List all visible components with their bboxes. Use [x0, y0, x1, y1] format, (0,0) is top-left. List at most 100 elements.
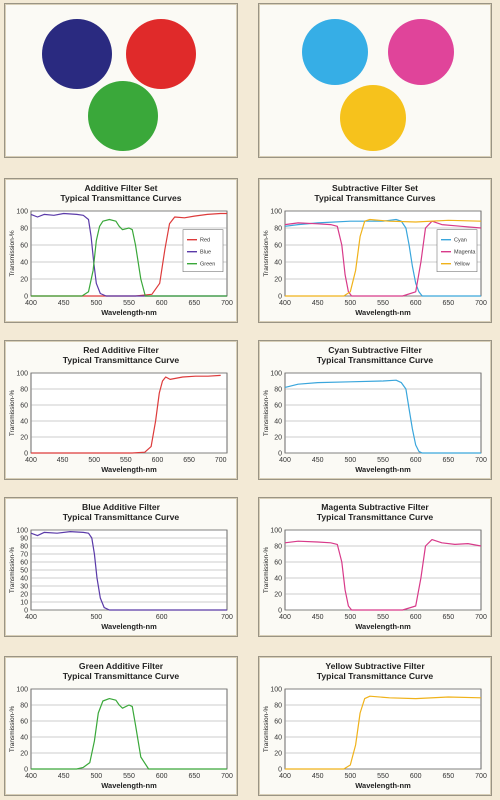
chart-5-ytick-label: 60	[274, 560, 282, 567]
chart-1-ylabel: Transmission-%	[263, 230, 270, 277]
additive-swatch-svg	[42, 19, 196, 151]
chart-1-xtick-label: 650	[442, 300, 454, 307]
chart-2-title: Red Additive Filter	[83, 345, 159, 355]
chart-1-xtick-label: 700	[475, 300, 487, 307]
chart-1-xtick-label: 400	[279, 300, 291, 307]
chart-3-xtick-label: 400	[279, 457, 291, 464]
chart-4-series-line-0	[30, 530, 227, 611]
chart-7-ytick-label: 60	[274, 719, 282, 726]
chart-1-ytick-label: 20	[274, 277, 282, 284]
chart-7-series-line-0	[285, 695, 482, 770]
chart-7-xtick-label: 650	[442, 773, 454, 780]
chart-7-xtick-label: 700	[475, 773, 487, 780]
chart-2-ytick-label: 0	[24, 451, 28, 458]
chart-panel-subtractive-set: Subtractive Filter Set Typical Transmitta…	[258, 178, 492, 323]
chart-2-ytick-label: 20	[20, 435, 28, 442]
chart-0-legend-box	[182, 229, 224, 273]
chart-0-ytick-label: 0	[24, 294, 28, 301]
chart-6-xtick-label: 600	[156, 773, 168, 780]
chart-7-ytick-label: 100	[270, 687, 282, 694]
chart-3-xtick-label: 600	[410, 457, 422, 464]
chart-3-title: Cyan Subtractive Filter	[328, 345, 422, 355]
chart-1-series-line-yellow	[285, 218, 482, 297]
chart-4-xtick-label: 700	[221, 614, 233, 621]
chart-4-subtitle: Typical Transmittance Curve	[63, 512, 180, 522]
chart-4-ytick-label: 60	[20, 560, 28, 567]
chart-7-xtick-label: 450	[312, 773, 324, 780]
chart-6-ytick-label: 0	[24, 767, 28, 774]
chart-5-xtick-label: 450	[312, 614, 324, 621]
chart-0-ytick-label: 100	[16, 209, 28, 216]
chart-1-series-line-magenta	[284, 220, 482, 297]
chart-1-title: Subtractive Filter Set	[332, 183, 418, 193]
chart-7-ytick-label: 80	[274, 703, 282, 710]
chart-3-ytick-label: 40	[274, 419, 282, 426]
chart-6-xtick-label: 400	[25, 773, 37, 780]
chart-6-ylabel: Transmission-%	[9, 706, 16, 753]
chart-2-xtick-label: 550	[120, 457, 132, 464]
chart-5-xtick-label: 600	[410, 614, 422, 621]
chart-7-ylabel: Transmission-%	[263, 706, 270, 753]
chart-panel-cyan-subtractive: Cyan Subtractive Filter Typical Transmitt…	[258, 340, 492, 480]
chart-5-ytick-label: 80	[274, 544, 282, 551]
chart-2-plot-area	[30, 372, 228, 454]
chart-4-ytick-label: 70	[20, 552, 28, 559]
additive-swatch-panel	[4, 3, 238, 158]
chart-2-subtitle: Typical Transmittance Curve	[63, 355, 180, 365]
chart-6-ytick-label: 60	[20, 719, 28, 726]
chart-0-xtick-label: 600	[156, 300, 168, 307]
chart-7-ytick-label: 40	[274, 735, 282, 742]
chart-3-xtick-label: 550	[377, 457, 389, 464]
chart-4-ytick-label: 10	[20, 600, 28, 607]
subtractive-swatch-panel	[258, 3, 492, 158]
chart-3-ytick-label: 60	[274, 403, 282, 410]
chart-0-subtitle: Typical Transmittance Curves	[60, 193, 181, 203]
chart-4-xlabel: Wavelength-nm	[101, 622, 157, 631]
chart-0-ylabel: Transmission-%	[9, 230, 16, 277]
chart-0-series-line-red	[31, 212, 227, 297]
chart-7-ytick-label: 0	[278, 767, 282, 774]
chart-6-xtick-label: 700	[221, 773, 233, 780]
chart-2-xlabel: Wavelength-nm	[101, 465, 157, 474]
chart-panel-blue-additive: Blue Additive Filter Typical Transmittanc…	[4, 497, 238, 637]
chart-2-xtick-label: 500	[88, 457, 100, 464]
chart-6-series-line-0	[31, 697, 227, 770]
chart-4-title: Blue Additive Filter	[82, 502, 161, 512]
chart-1-series-line-cyan	[284, 218, 481, 297]
chart-2-xtick-label: 400	[25, 457, 37, 464]
yellow-circle	[340, 85, 406, 151]
chart-panel-green-additive: Green Additive Filter Typical Transmittan…	[4, 656, 238, 796]
chart-4-xtick-label: 400	[25, 614, 37, 621]
chart-panel-magenta-subtractive: Magenta Subtractive Filter Typical Transm…	[258, 497, 492, 637]
chart-3-xlabel: Wavelength-nm	[355, 465, 411, 474]
chart-0-title: Additive Filter Set	[84, 183, 157, 193]
chart-1-xtick-label: 450	[312, 300, 324, 307]
chart-0-ytick-label: 20	[20, 277, 28, 284]
magenta-circle	[388, 19, 454, 85]
chart-4-ytick-label: 40	[20, 576, 28, 583]
chart-1-xtick-label: 550	[377, 300, 389, 307]
chart-0-xtick-label: 450	[58, 300, 70, 307]
chart-2-xtick-label: 650	[183, 457, 195, 464]
chart-6-xtick-label: 450	[58, 773, 70, 780]
chart-3-ytick-label: 0	[278, 451, 282, 458]
chart-7-xtick-label: 600	[410, 773, 422, 780]
chart-2-xtick-label: 700	[215, 457, 227, 464]
chart-5-xtick-label: 400	[279, 614, 291, 621]
chart-4-xtick-label: 600	[156, 614, 168, 621]
chart-1-legend-label: Cyan	[454, 238, 467, 244]
chart-7-title: Yellow Subtractive Filter	[325, 661, 425, 671]
red-circle	[126, 19, 196, 89]
chart-0-xtick-label: 700	[221, 300, 233, 307]
chart-3-ytick-label: 80	[274, 387, 282, 394]
chart-4-ytick-label: 80	[20, 544, 28, 551]
chart-1-legend-label: Yellow	[454, 262, 470, 268]
chart-0-xlabel: Wavelength-nm	[101, 308, 157, 317]
chart-0-ytick-label: 80	[20, 226, 28, 233]
chart-5-ytick-label: 40	[274, 576, 282, 583]
